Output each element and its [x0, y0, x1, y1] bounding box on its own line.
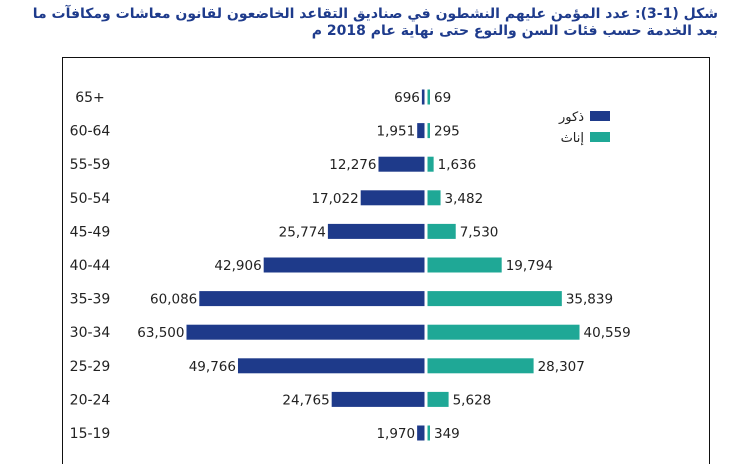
- male-bar: [378, 156, 425, 172]
- male-bar: [417, 425, 425, 441]
- male-value-label: 24,765: [282, 392, 329, 408]
- age-label: 15-19: [70, 426, 111, 442]
- legend-swatch-female: [590, 132, 610, 142]
- male-bar: [199, 291, 425, 307]
- female-value-label: 5,628: [453, 392, 492, 408]
- female-bar: [427, 223, 456, 239]
- female-value-label: 7,530: [460, 224, 499, 240]
- male-value-label: 17,022: [311, 191, 358, 207]
- age-label: 50-54: [70, 191, 111, 207]
- female-bar: [427, 391, 449, 407]
- legend-label-male: ذكور: [558, 110, 584, 125]
- age-label: 25-29: [70, 359, 111, 375]
- female-value-label: 28,307: [538, 359, 585, 375]
- male-value-label: 696: [394, 90, 420, 106]
- female-bar: [427, 358, 534, 374]
- age-label: 20-24: [70, 392, 111, 408]
- age-label: 35-39: [70, 292, 111, 308]
- age-label: 45-49: [70, 224, 111, 240]
- male-value-label: 1,951: [377, 124, 416, 140]
- female-value-label: 40,559: [584, 325, 631, 341]
- legend-swatch-male: [590, 111, 610, 121]
- male-bar: [327, 223, 425, 239]
- male-value-label: 49,766: [189, 359, 236, 375]
- female-value-label: 19,794: [506, 258, 553, 274]
- male-value-label: 42,906: [214, 258, 261, 274]
- male-bar: [237, 358, 425, 374]
- male-bar: [421, 89, 425, 105]
- female-bar: [427, 156, 434, 172]
- male-bar: [186, 324, 425, 340]
- male-bar: [263, 257, 425, 273]
- female-value-label: 3,482: [445, 191, 484, 207]
- female-value-label: 69: [434, 90, 451, 106]
- female-bar: [427, 291, 562, 307]
- female-bar: [427, 425, 430, 441]
- male-value-label: 1,970: [376, 426, 415, 442]
- male-value-label: 12,276: [329, 157, 376, 173]
- chart-frame: [62, 57, 710, 464]
- male-bar: [360, 190, 425, 206]
- male-value-label: 25,774: [279, 224, 326, 240]
- age-label: 60-64: [70, 124, 111, 140]
- male-value-label: 63,500: [137, 325, 184, 341]
- female-bar: [427, 190, 441, 206]
- male-bar: [417, 123, 425, 139]
- chart-title-line-2: بعد الخدمة حسب فئات السن والنوع حتى نهاي…: [311, 23, 718, 39]
- female-bar: [427, 89, 430, 105]
- female-bar: [427, 257, 502, 273]
- chart-title: شكل (1-3): عدد المؤمن عليهم النشطون في ص…: [18, 6, 718, 40]
- male-value-label: 60,086: [150, 292, 197, 308]
- female-value-label: 1,636: [438, 157, 477, 173]
- age-label: 55-59: [70, 157, 111, 173]
- age-label: 40-44: [70, 258, 111, 274]
- legend-label-female: إناث: [561, 131, 584, 146]
- female-value-label: 349: [434, 426, 460, 442]
- chart-title-line-1: شكل (1-3): عدد المؤمن عليهم النشطون في ص…: [32, 6, 718, 22]
- female-value-label: 295: [434, 124, 460, 140]
- age-label: 65+: [75, 90, 105, 106]
- age-label: 30-34: [70, 325, 111, 341]
- female-value-label: 35,839: [566, 292, 613, 308]
- male-bar: [331, 391, 425, 407]
- female-bar: [427, 123, 430, 139]
- female-bar: [427, 324, 580, 340]
